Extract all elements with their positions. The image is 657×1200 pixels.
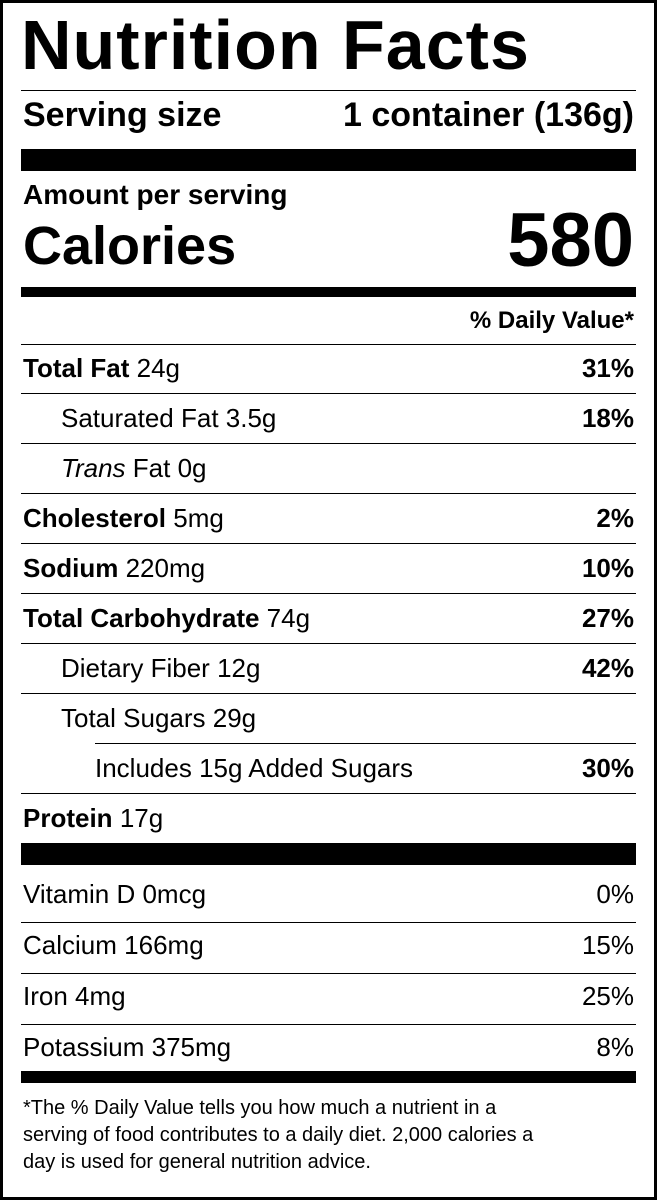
thick-rule — [21, 287, 636, 297]
rule — [21, 643, 636, 644]
rule — [21, 922, 636, 923]
vitamin-row: Iron 4mg 25% — [3, 973, 654, 1023]
serving-value: 1 container (136g) — [343, 96, 634, 134]
vitamin-label: Calcium — [23, 930, 117, 960]
nutrient-label: Saturated Fat — [61, 403, 219, 433]
vitamin-label: Iron — [23, 981, 68, 1011]
nutrient-name: Total Fat 24g — [23, 353, 180, 384]
nutrient-name: Cholesterol 5mg — [23, 503, 224, 534]
vitamin-name: Iron 4mg — [23, 981, 126, 1012]
vitamin-row: Vitamin D 0mcg 0% — [3, 871, 654, 921]
nutrient-label: Total Sugars — [61, 703, 206, 733]
vitamin-row: Calcium 166mg 15% — [3, 922, 654, 972]
rule — [21, 543, 636, 544]
vitamin-label: Potassium — [23, 1032, 145, 1062]
rule — [21, 344, 636, 345]
nutrient-amount: 3.5g — [225, 403, 277, 433]
nutrient-dv: 2% — [596, 503, 634, 533]
nutrient-row: Dietary Fiber 12g 42% — [3, 644, 654, 694]
nutrient-label: Total Carbohydrate — [23, 603, 260, 633]
vitamin-dv: 25% — [581, 981, 634, 1011]
nutrient-row: Trans Fat 0g — [3, 444, 654, 494]
serving-label: Serving size — [23, 96, 222, 134]
nutrient-name: Dietary Fiber 12g — [61, 653, 260, 684]
nutrient-label: Trans — [61, 453, 126, 483]
rule — [21, 443, 636, 444]
calories-value: 580 — [507, 198, 634, 283]
title: Nutrition Facts — [21, 6, 530, 84]
nutrient-amount: 17g — [119, 803, 164, 833]
thick-rule — [21, 843, 636, 865]
thick-rule — [21, 149, 636, 171]
nutrient-row: Includes 15g Added Sugars 30% — [3, 744, 654, 794]
nutrient-row: Total Fat 24g 31% — [3, 344, 654, 394]
rule — [21, 493, 636, 494]
vitamin-amount: 375mg — [151, 1032, 232, 1062]
nutrient-row: Total Sugars 29g — [3, 694, 654, 744]
nutrient-row: Cholesterol 5mg 2% — [3, 494, 654, 544]
rule — [21, 593, 636, 594]
vitamin-amount: 166mg — [124, 930, 204, 960]
nutrient-row: Total Carbohydrate 74g 27% — [3, 594, 654, 644]
rule — [21, 393, 636, 394]
nutrient-row: Saturated Fat 3.5g 18% — [3, 394, 654, 444]
vitamin-label: Vitamin D — [23, 879, 136, 909]
rule — [21, 1024, 636, 1025]
footnote-line: *The % Daily Value tells you how much a … — [23, 1097, 497, 1119]
nutrient-label: Cholesterol — [23, 503, 167, 533]
rule — [21, 793, 636, 794]
nutrient-amount: 220mg — [125, 553, 206, 583]
nutrient-name: Sodium 220mg — [23, 553, 205, 584]
rule — [21, 973, 636, 974]
calories-label: Calories — [23, 216, 237, 276]
nutrient-dv: 42% — [581, 653, 634, 683]
nutrient-row: Protein 17g — [3, 794, 654, 844]
nutrient-name: Total Carbohydrate 74g — [23, 603, 310, 634]
nutrient-name: Protein 17g — [23, 803, 163, 834]
nutrient-label: Fat — [132, 453, 171, 483]
nutrient-amount: 24g — [136, 353, 181, 383]
nutrient-label: Total Fat — [23, 353, 130, 383]
rule — [21, 90, 636, 91]
vitamin-row: Potassium 375mg 8% — [3, 1024, 654, 1074]
thick-rule — [21, 1071, 636, 1083]
footnote-line: serving of food contributes to a daily d… — [23, 1124, 534, 1146]
nutrient-amount: 74g — [266, 603, 311, 633]
nutrient-dv: 30% — [581, 753, 634, 783]
vitamin-dv: 8% — [596, 1032, 634, 1062]
rule — [95, 743, 636, 744]
nutrient-name: Total Sugars 29g — [61, 703, 256, 734]
dv-header: % Daily Value* — [469, 307, 634, 334]
nutrient-row: Sodium 220mg 10% — [3, 544, 654, 594]
footnote-line: day is used for general nutrition advice… — [23, 1151, 371, 1173]
vitamin-amount: 4mg — [75, 981, 126, 1011]
amount-label: Amount per serving — [23, 179, 288, 210]
vitamin-dv: 15% — [581, 930, 634, 960]
nutrient-label: Sodium — [23, 553, 119, 583]
nutrient-amount: 0g — [177, 453, 207, 483]
nutrient-label: Dietary Fiber — [61, 653, 210, 683]
nutrient-dv: 31% — [581, 353, 634, 383]
rule — [21, 693, 636, 694]
nutrient-dv: 18% — [581, 403, 634, 433]
vitamin-name: Calcium 166mg — [23, 930, 204, 961]
nutrient-amount: 5mg — [173, 503, 224, 533]
nutrient-name: Saturated Fat 3.5g — [61, 403, 276, 434]
nutrient-amount: 29g — [212, 703, 257, 733]
nutrient-amount: 12g — [217, 653, 261, 683]
nutrient-label: Includes 15g Added Sugars — [95, 753, 414, 783]
nutrient-name: Trans Fat 0g — [61, 453, 207, 484]
nutrient-name: Includes 15g Added Sugars — [95, 753, 413, 784]
nutrient-dv: 27% — [581, 603, 634, 633]
vitamin-amount: 0mcg — [142, 879, 207, 909]
nutrient-dv: 10% — [581, 553, 634, 583]
vitamin-name: Vitamin D 0mcg — [23, 879, 206, 910]
vitamin-dv: 0% — [596, 879, 634, 909]
vitamin-name: Potassium 375mg — [23, 1032, 231, 1063]
nutrient-label: Protein — [23, 803, 113, 833]
